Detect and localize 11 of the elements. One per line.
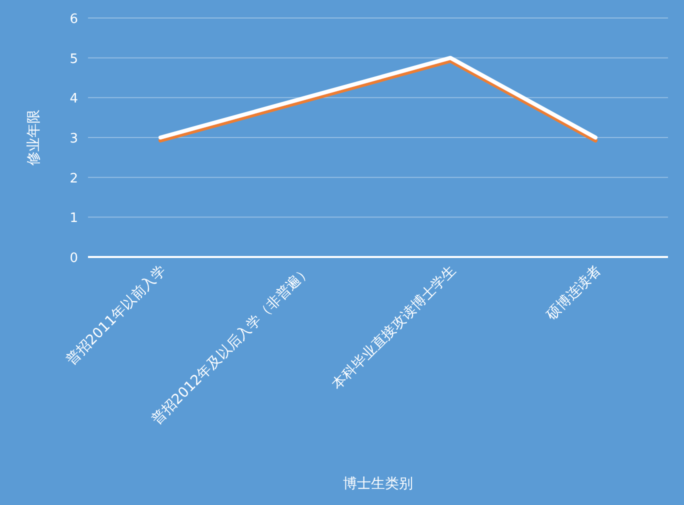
y-tick-label: 3 [70, 132, 78, 146]
x-tick-label: 硕博连读者 [542, 262, 604, 324]
y-tick-label: 5 [70, 52, 78, 67]
x-axis-title: 博士生类别 [343, 476, 413, 492]
y-axis-title: 修业年限 [26, 110, 42, 166]
y-tick-label: 6 [70, 12, 78, 27]
y-tick-label: 1 [70, 211, 78, 226]
x-tick-label: 本科毕业直接攻读博士学生 [329, 262, 460, 393]
y-tick-label: 2 [70, 171, 78, 186]
y-tick-label: 0 [70, 251, 78, 266]
y-tick-label: 4 [70, 92, 78, 107]
